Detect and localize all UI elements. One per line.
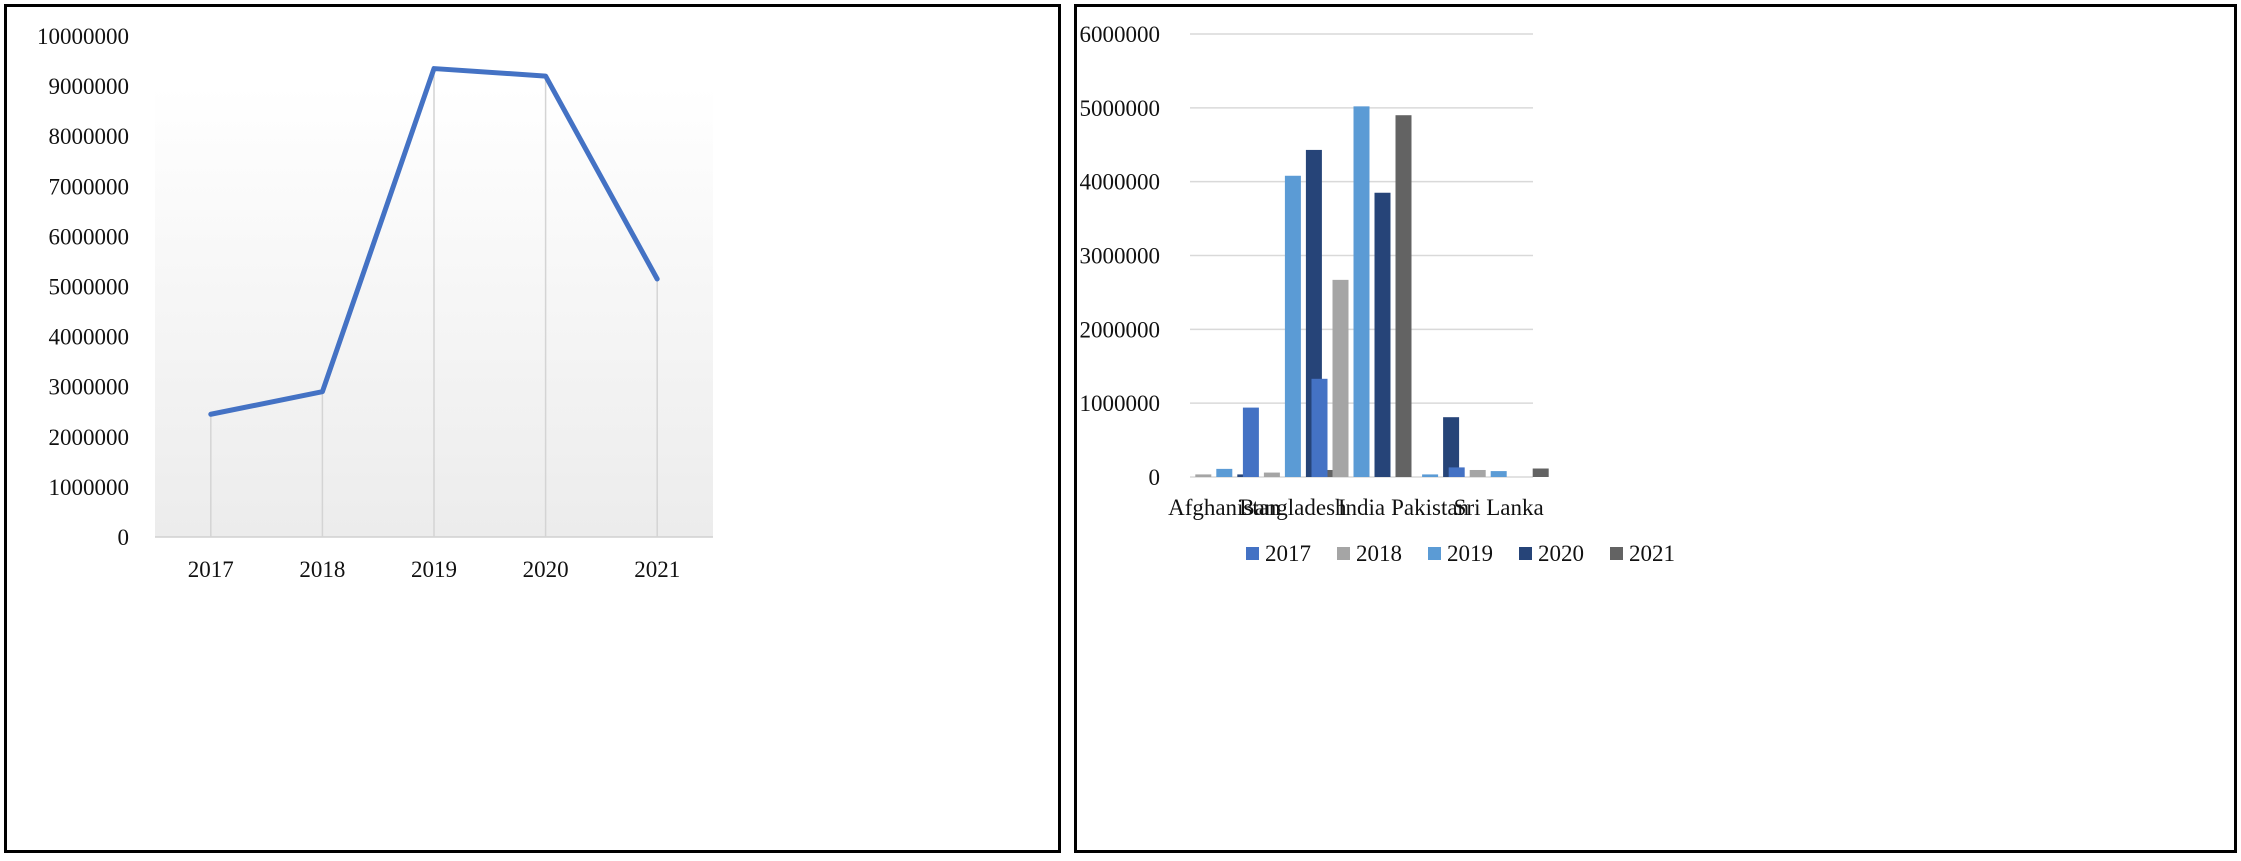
bar-chart: 0 1000000 2000000 3000000 4000000 5000000 6000…	[1080, 22, 1676, 566]
bar	[1242, 407, 1259, 477]
legend-label: 2020	[1538, 541, 1584, 566]
legend-label: 2018	[1356, 541, 1402, 566]
x-tick-label: 2017	[188, 557, 234, 582]
bar	[1284, 175, 1301, 477]
legend-swatch	[1610, 547, 1623, 560]
x-tick-label: Sri Lanka	[1454, 495, 1544, 520]
y-tick-label: 8000000	[49, 124, 130, 149]
y-tick-label: 1000000	[49, 475, 130, 500]
bar	[1353, 106, 1370, 478]
y-tick-label: 7000000	[49, 174, 130, 199]
y-tick-label: 3000000	[1080, 244, 1161, 269]
bar	[1469, 469, 1486, 477]
bar	[1443, 417, 1460, 477]
bar	[1395, 115, 1412, 477]
bar	[1311, 378, 1328, 477]
legend-swatch	[1246, 547, 1259, 560]
legend-swatch	[1519, 547, 1532, 560]
x-tick-label: Afghanistan	[1168, 495, 1281, 520]
y-tick-label: 5000000	[1080, 96, 1161, 121]
bar	[1374, 192, 1391, 477]
bar	[1490, 471, 1507, 477]
x-tick-label: 2019	[411, 557, 457, 582]
y-tick-label: 4000000	[49, 325, 130, 350]
legend-label: 2019	[1447, 541, 1493, 566]
x-tick-label: Pakistan	[1391, 495, 1469, 520]
y-tick-label: 1000000	[1080, 391, 1161, 416]
data-point	[545, 75, 547, 77]
x-tick-label: India	[1338, 495, 1385, 520]
x-tick-label: 2020	[523, 557, 569, 582]
y-tick-label: 5000000	[49, 275, 130, 300]
x-tick-label: Bangladesh	[1239, 495, 1347, 520]
bar-chart-panel: 0 1000000 2000000 3000000 4000000 5000000 6000…	[1074, 4, 2237, 853]
y-tick-label: 9000000	[49, 74, 130, 99]
line-chart-panel: 0 1000000 2000000 3000000 4000000 5000000 6000…	[4, 4, 1061, 853]
y-tick-label: 0	[1149, 465, 1161, 490]
bar	[1195, 474, 1212, 477]
y-tick-label: 3000000	[49, 375, 130, 400]
y-tick-label: 0	[118, 525, 130, 550]
x-tick-label: 2018	[299, 557, 345, 582]
legend-swatch	[1337, 547, 1350, 560]
legend-swatch	[1428, 547, 1441, 560]
bar	[1332, 279, 1349, 477]
data-point	[433, 68, 435, 70]
y-tick-label: 6000000	[1080, 22, 1161, 47]
bar	[1422, 474, 1439, 477]
bar	[1263, 472, 1280, 477]
x-tick-label: 2021	[634, 557, 680, 582]
legend-label: 2017	[1265, 541, 1311, 566]
legend-label: 2021	[1629, 541, 1675, 566]
y-tick-label: 6000000	[49, 224, 130, 249]
bar	[1532, 468, 1549, 477]
data-point	[656, 278, 658, 280]
line-chart: 0 1000000 2000000 3000000 4000000 5000000 6000…	[37, 24, 713, 582]
bar	[1448, 467, 1465, 477]
bar	[1216, 468, 1233, 477]
y-tick-label: 2000000	[49, 425, 130, 450]
data-point	[210, 413, 212, 415]
y-tick-label: 4000000	[1080, 170, 1161, 195]
y-tick-label: 2000000	[1080, 317, 1161, 342]
data-point	[321, 391, 323, 393]
y-tick-label: 10000000	[37, 24, 129, 49]
